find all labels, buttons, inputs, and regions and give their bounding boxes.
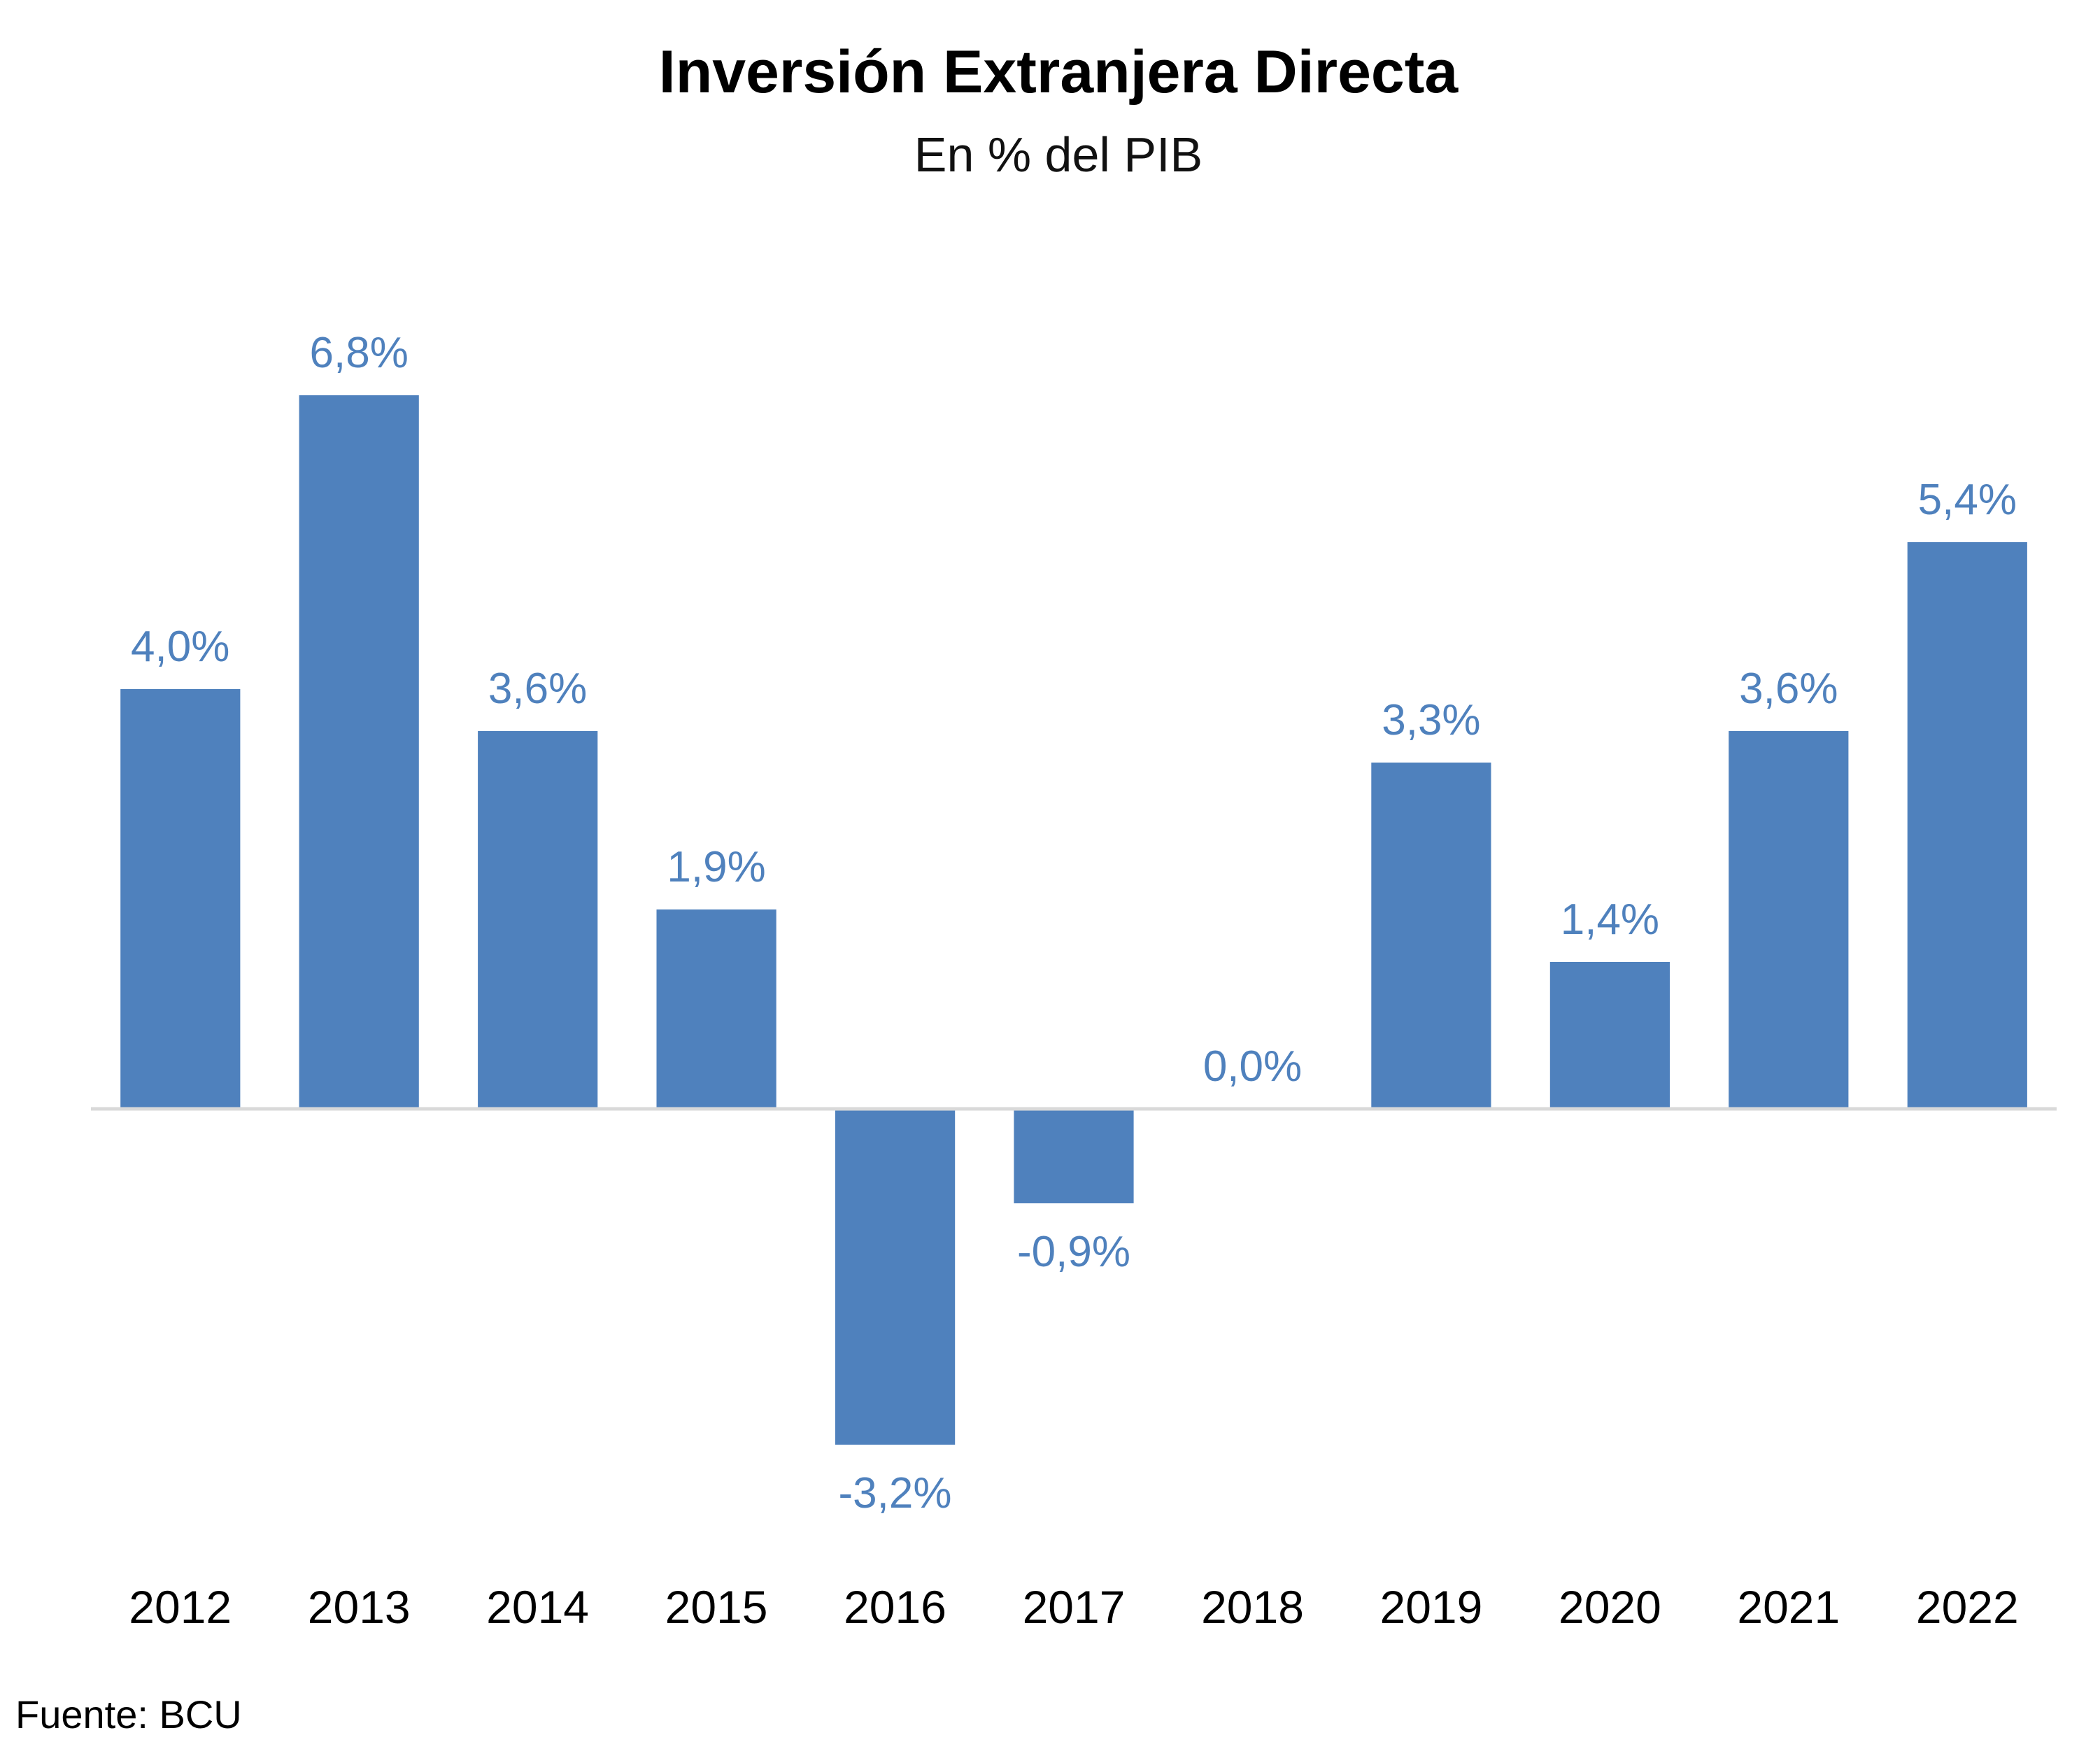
bar-2017 bbox=[1014, 1109, 1134, 1203]
data-label-2013: 6,8% bbox=[310, 329, 409, 377]
bar-2013 bbox=[299, 395, 419, 1109]
bar-2014 bbox=[478, 731, 598, 1109]
x-tick-2019: 2019 bbox=[1379, 1581, 1482, 1633]
data-label-2021: 3,6% bbox=[1739, 665, 1838, 713]
x-tick-2017: 2017 bbox=[1023, 1581, 1126, 1633]
bar-2015 bbox=[656, 909, 776, 1109]
x-tick-2018: 2018 bbox=[1201, 1581, 1304, 1633]
bar-2019 bbox=[1371, 763, 1491, 1109]
data-label-2014: 3,6% bbox=[488, 665, 587, 713]
data-label-2017: -0,9% bbox=[1017, 1228, 1130, 1276]
bar-2022 bbox=[1907, 542, 2027, 1109]
data-label-2019: 3,3% bbox=[1382, 696, 1480, 744]
bar-2020 bbox=[1549, 962, 1670, 1109]
data-label-2022: 5,4% bbox=[1918, 476, 2017, 524]
bars-group bbox=[120, 395, 2027, 1445]
x-tick-2022: 2022 bbox=[1916, 1581, 2019, 1633]
source-note: Fuente: BCU bbox=[15, 1692, 242, 1736]
x-tick-2012: 2012 bbox=[129, 1581, 232, 1633]
data-label-2016: -3,2% bbox=[839, 1469, 952, 1517]
data-label-2018: 0,0% bbox=[1203, 1042, 1302, 1091]
x-tick-2015: 2015 bbox=[665, 1581, 768, 1633]
x-tick-2020: 2020 bbox=[1559, 1581, 1661, 1633]
x-tick-2016: 2016 bbox=[844, 1581, 946, 1633]
bar-2021 bbox=[1729, 731, 1849, 1109]
x-tick-2013: 2013 bbox=[308, 1581, 411, 1633]
x-tick-labels-group: 2012 2013 2014 2015 2016 2017 2018 2019 2020 2021… bbox=[129, 1581, 2018, 1633]
bar-2016 bbox=[835, 1109, 956, 1445]
data-label-2020: 1,4% bbox=[1561, 895, 1659, 944]
data-label-2012: 4,0% bbox=[131, 623, 229, 671]
bar-2012 bbox=[120, 689, 241, 1109]
chart-title: Inversión Extranjera Directa bbox=[659, 38, 1459, 106]
data-label-2015: 1,9% bbox=[667, 843, 765, 891]
x-tick-2021: 2021 bbox=[1737, 1581, 1840, 1633]
data-labels-group: 4,0% 6,8% 3,6% 1,9% -3,2% -0,9% 0,0% 3,3% 1,4% 3,… bbox=[131, 329, 2017, 1517]
x-tick-2014: 2014 bbox=[486, 1581, 589, 1633]
chart-subtitle: En % del PIB bbox=[914, 127, 1202, 182]
